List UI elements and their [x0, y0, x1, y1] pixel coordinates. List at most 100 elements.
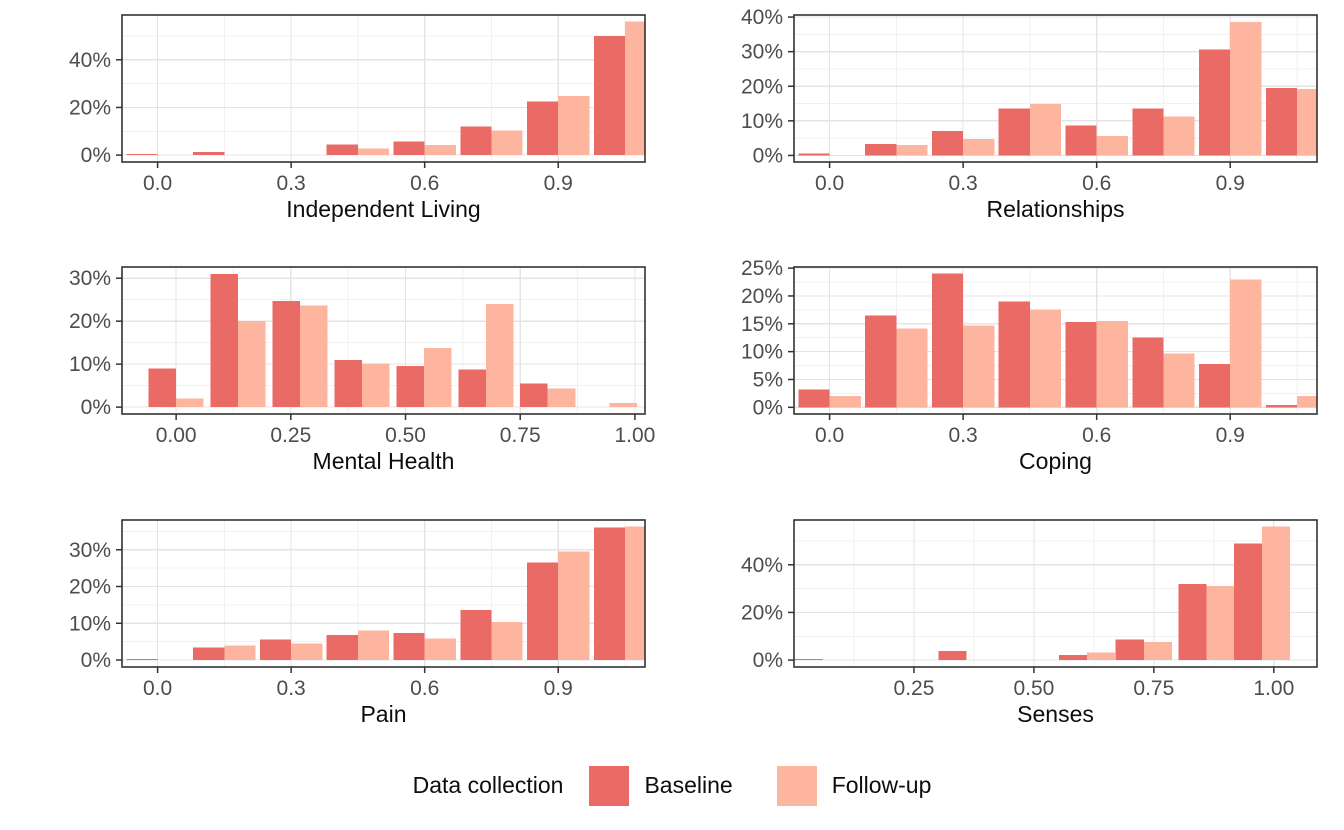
facet-chart-independent-living: 0.0 0.3 0.6 0.9 0% 20% 40% Independent Living — [69, 14, 646, 222]
bar-baseline — [1199, 49, 1231, 156]
bar-followup — [176, 398, 204, 408]
bar-followup — [1096, 321, 1128, 408]
y-tick-label: 10% — [69, 353, 111, 376]
bar-baseline — [527, 562, 559, 661]
facet-coping: 0.0 0.3 0.6 0.9 0% 5% 10% 15% 20% 25% Coping — [672, 247, 1344, 494]
bar-followup — [423, 347, 452, 408]
axes: 0.0 0.3 0.6 0.9 0% 10% 20% 30% — [69, 539, 573, 700]
x-tick-label: 0.9 — [1216, 172, 1245, 195]
y-tick-label: 0% — [753, 649, 783, 672]
bar-baseline — [1132, 337, 1164, 408]
bar-followup — [300, 305, 328, 408]
x-tick-label: 0.25 — [270, 424, 311, 447]
bar-followup — [624, 526, 645, 661]
bar-baseline — [193, 647, 225, 661]
y-tick-label: 15% — [741, 313, 783, 336]
bar-followup — [558, 96, 590, 156]
bars — [798, 273, 1317, 408]
bar-baseline — [148, 368, 177, 408]
bar-baseline — [1065, 125, 1097, 156]
bar-baseline — [1065, 322, 1097, 408]
bar-followup — [361, 363, 390, 408]
bar-baseline — [593, 35, 625, 156]
bar-followup — [1163, 353, 1195, 408]
legend-items: Baseline Follow-up — [589, 765, 931, 806]
bar-baseline — [259, 639, 292, 661]
y-tick-label: 5% — [753, 368, 783, 391]
bar-baseline — [193, 151, 225, 156]
y-tick-label: 10% — [69, 612, 111, 635]
bar-followup — [1230, 279, 1262, 408]
bar-followup — [547, 388, 576, 408]
bar-baseline — [593, 527, 625, 661]
y-tick-label: 30% — [69, 267, 111, 290]
bar-followup — [424, 145, 456, 156]
bars — [794, 526, 1290, 661]
y-tick-label: 0% — [753, 144, 783, 167]
facet-axis-title: Independent Living — [286, 196, 480, 222]
legend-item-baseline: Baseline — [589, 765, 733, 806]
facet-axis-title: Pain — [360, 701, 406, 727]
bar-followup — [238, 321, 266, 408]
y-tick-label: 40% — [69, 49, 111, 72]
facet-pain: 0.0 0.3 0.6 0.9 0% 10% 20% 30% Pain — [0, 494, 672, 741]
bar-followup — [491, 622, 523, 661]
bar-baseline — [520, 383, 548, 408]
legend-label-baseline: Baseline — [644, 772, 733, 798]
bar-followup — [1230, 21, 1262, 156]
facet-chart-pain: 0.0 0.3 0.6 0.9 0% 10% 20% 30% Pain — [69, 519, 646, 727]
bar-baseline — [334, 359, 362, 408]
y-tick-label: 20% — [741, 75, 783, 98]
y-tick-label: 20% — [69, 310, 111, 333]
bars — [798, 21, 1317, 156]
bar-followup — [1029, 309, 1062, 408]
bar-baseline — [326, 635, 358, 661]
bar-baseline — [931, 273, 964, 408]
legend: Data collection Baseline Follow-up — [0, 741, 1344, 830]
axes: 0.0 0.3 0.6 0.9 0% 20% 40% — [69, 49, 573, 195]
bar-baseline — [326, 144, 358, 156]
bar-baseline — [527, 101, 559, 156]
bar-followup — [1206, 586, 1235, 661]
bar-followup — [485, 303, 514, 408]
y-tick-label: 20% — [741, 601, 783, 624]
bar-followup — [1296, 396, 1317, 408]
bar-baseline — [931, 131, 964, 156]
facet-chart-coping: 0.0 0.3 0.6 0.9 0% 5% 10% 15% 20% 25% Coping — [741, 257, 1318, 474]
bars — [126, 21, 645, 156]
bars — [126, 526, 645, 661]
x-tick-label: 0.6 — [410, 172, 439, 195]
bar-baseline — [1178, 583, 1207, 661]
bar-baseline — [1265, 87, 1297, 156]
x-tick-label: 0.9 — [1216, 424, 1245, 447]
bar-baseline — [1115, 639, 1144, 661]
facet-senses: 0.25 0.50 0.75 1.00 0% 20% 40% Senses — [672, 494, 1344, 741]
bar-followup — [1096, 136, 1128, 156]
bar-baseline — [210, 273, 239, 408]
bar-followup — [424, 638, 456, 661]
bar-baseline — [794, 659, 823, 661]
axes: 0.00 0.25 0.50 0.75 1.00 0% 10% 20% 30% — [69, 267, 655, 447]
bar-baseline — [865, 315, 897, 408]
facet-relationships: 0.0 0.3 0.6 0.9 0% 10% 20% 30% 40% Relationships — [672, 0, 1344, 247]
facet-mental-health: 0.00 0.25 0.50 0.75 1.00 0% 10% 20% 30% Mental He… — [0, 247, 672, 494]
y-tick-label: 0% — [81, 144, 111, 167]
y-tick-label: 40% — [741, 6, 783, 29]
bar-baseline — [458, 369, 486, 408]
bar-baseline — [396, 365, 424, 408]
facet-axis-title: Mental Health — [313, 448, 455, 474]
y-tick-label: 20% — [69, 576, 111, 599]
axes: 0.25 0.50 0.75 1.00 0% 20% 40% — [741, 554, 1294, 700]
x-tick-label: 0.3 — [949, 424, 978, 447]
x-tick-label: 0.75 — [1133, 677, 1174, 700]
facet-chart-senses: 0.25 0.50 0.75 1.00 0% 20% 40% Senses — [741, 519, 1318, 727]
y-tick-label: 0% — [753, 396, 783, 419]
x-tick-label: 0.9 — [544, 677, 573, 700]
y-tick-label: 0% — [81, 396, 111, 419]
bar-followup — [609, 402, 638, 408]
x-tick-label: 0.0 — [815, 424, 844, 447]
bar-followup — [224, 645, 256, 661]
bar-followup — [829, 396, 861, 408]
bar-baseline — [998, 301, 1030, 408]
bar-followup — [357, 148, 390, 156]
